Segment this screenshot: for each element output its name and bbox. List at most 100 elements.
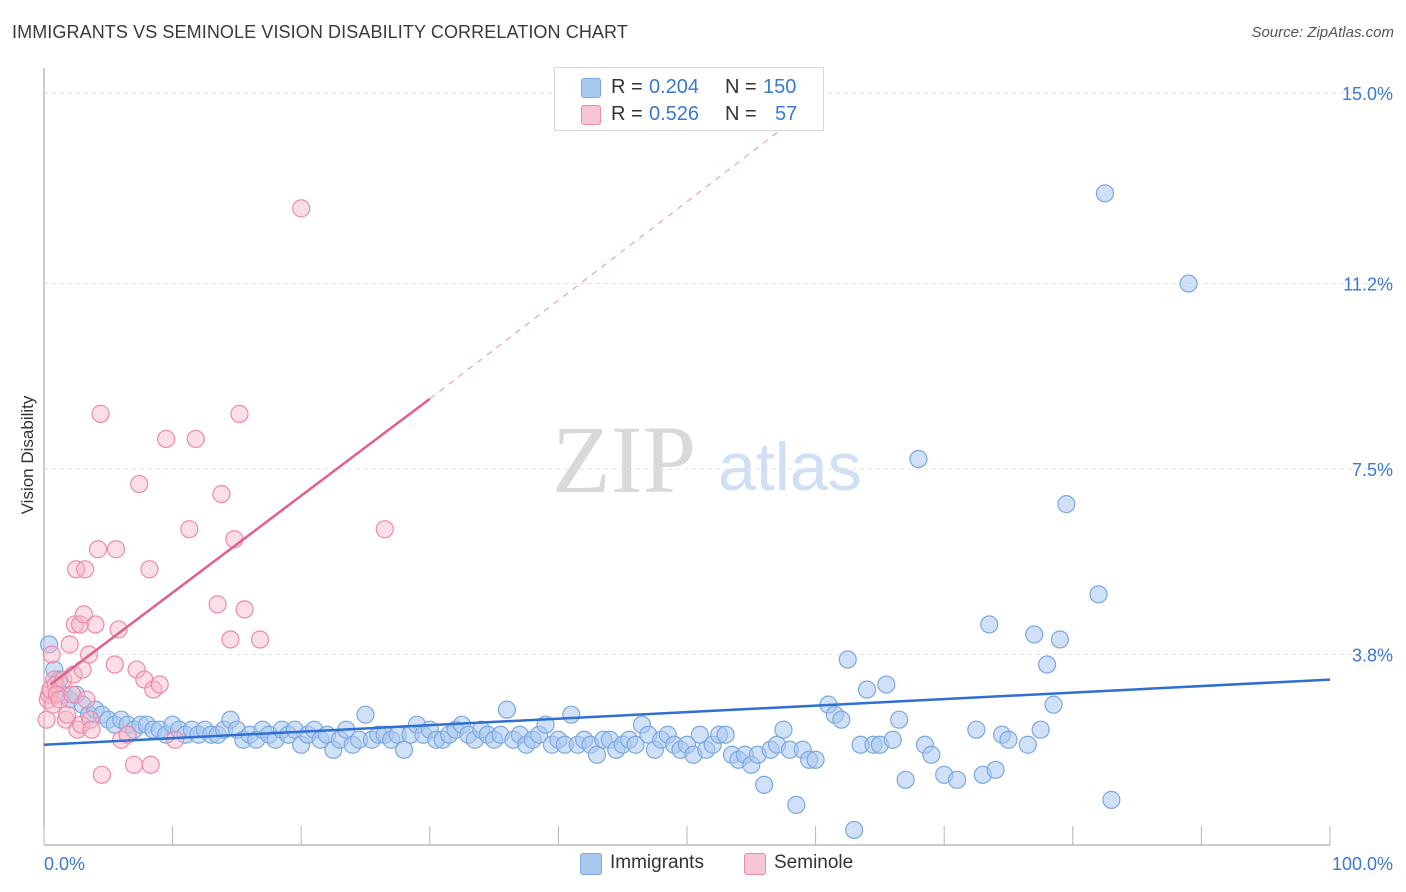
seminole-point: [42, 645, 61, 664]
immigrants-point: [896, 770, 915, 789]
seminole-point: [72, 715, 91, 734]
immigrants-swatch: [581, 78, 601, 98]
seminole-point: [250, 630, 270, 649]
immigrants-r-label: R =: [611, 76, 643, 98]
seminole-point: [292, 199, 311, 218]
seminole-point: [58, 705, 77, 724]
chart-title: IMMIGRANTS VS SEMINOLE VISION DISABILITY…: [12, 22, 628, 42]
seminole-point: [221, 630, 240, 649]
immigrants-point: [1025, 625, 1044, 644]
immigrants-point: [1037, 655, 1057, 674]
x-ticks: [43, 826, 1331, 845]
seminole-r-label: R =: [611, 103, 643, 125]
seminole-r-value: 0.526: [649, 103, 700, 125]
immigrants-point: [806, 750, 825, 769]
seminole-point: [150, 675, 169, 694]
seminole-point: [130, 474, 149, 494]
seminole-point: [88, 540, 108, 559]
gridlines: [44, 92, 1392, 656]
immigrants-point: [1089, 585, 1108, 604]
immigrants-point: [832, 710, 851, 729]
seminole-n-value: 57: [775, 103, 798, 125]
seminole-point: [235, 600, 254, 619]
immigrants-trend-line: [43, 678, 1331, 746]
watermark-zip: ZIP: [552, 406, 696, 513]
x-tick-labels: 0.0% 100.0%: [44, 854, 1393, 874]
immigrants-point: [1031, 720, 1050, 739]
immigrants-point: [980, 615, 999, 634]
seminole-point: [166, 730, 185, 749]
seminole-n-label: N =: [725, 103, 757, 125]
immigrants-point: [890, 710, 909, 729]
immigrants-point: [947, 770, 967, 789]
seminole-point: [140, 560, 159, 579]
seminole-point: [82, 720, 101, 739]
seminole-point: [76, 560, 95, 579]
immigrants-point: [986, 760, 1005, 779]
immigrants-point: [356, 705, 375, 724]
immigrants-point: [883, 730, 902, 749]
immigrants-point: [1044, 695, 1063, 714]
seminole-point: [91, 404, 110, 423]
seminole-point: [105, 655, 124, 674]
immigrants-point: [562, 705, 581, 724]
seminole-point: [65, 615, 84, 634]
immigrants-point: [1050, 630, 1070, 649]
seminole-point: [118, 725, 137, 744]
immigrants-point: [626, 735, 645, 754]
immigrants-point: [909, 449, 928, 469]
bottom-seminole-swatch: [744, 853, 766, 875]
seminole-point: [157, 429, 176, 449]
legend-box: R = 0.204 N = 150 R = 0.526 N = 57: [554, 67, 824, 131]
immigrants-point: [967, 720, 986, 739]
seminole-trend-extension: [429, 102, 816, 400]
immigrants-point: [690, 725, 709, 744]
watermark: ZIP atlas: [552, 406, 862, 513]
immigrants-point: [774, 720, 793, 739]
immigrants-point: [587, 745, 607, 764]
seminole-point: [86, 615, 105, 634]
seminole-point: [77, 690, 96, 709]
x-tick-label: 0.0%: [44, 854, 85, 874]
seminole-point: [109, 620, 128, 639]
seminole-swatch: [581, 105, 601, 125]
y-tick-label: 7.5%: [1352, 460, 1393, 480]
seminole-point: [37, 710, 56, 729]
immigrants-r-value: 0.204: [649, 76, 700, 98]
trend-lines: [43, 102, 1331, 746]
seminole-point: [92, 765, 111, 784]
immigrants-point: [999, 730, 1018, 749]
immigrants-point: [755, 775, 774, 794]
seminole-point: [54, 670, 73, 689]
seminole-point: [124, 755, 144, 774]
immigrants-point: [1095, 184, 1115, 203]
immigrants-n-value: 150: [763, 76, 797, 98]
immigrants-n-label: N =: [725, 76, 757, 98]
immigrants-point: [497, 700, 517, 719]
immigrants-point: [1018, 735, 1037, 754]
seminole-points: [37, 199, 394, 784]
seminole-point: [106, 540, 126, 559]
y-tick-label: 11.2%: [1343, 275, 1393, 295]
bottom-immigrants-swatch: [580, 853, 602, 875]
bottom-seminole-label: Seminole: [774, 852, 854, 873]
seminole-point: [230, 404, 249, 423]
seminole-point: [180, 520, 199, 539]
seminole-point: [186, 429, 205, 449]
x-tick-label: 100.0%: [1332, 854, 1393, 874]
bottom-immigrants-label: Immigrants: [610, 852, 704, 873]
seminole-point: [47, 685, 66, 704]
immigrants-point: [394, 740, 414, 759]
y-tick-label: 3.8%: [1352, 646, 1393, 666]
seminole-point: [212, 484, 231, 504]
seminole-point: [63, 685, 82, 704]
immigrants-point: [1179, 274, 1198, 293]
seminole-point: [70, 615, 90, 634]
seminole-point: [127, 660, 146, 679]
immigrants-point: [1057, 495, 1076, 514]
seminole-point: [375, 520, 394, 539]
immigrants-points: [40, 184, 1198, 840]
immigrants-point: [857, 680, 877, 699]
watermark-atlas: atlas: [718, 429, 862, 505]
